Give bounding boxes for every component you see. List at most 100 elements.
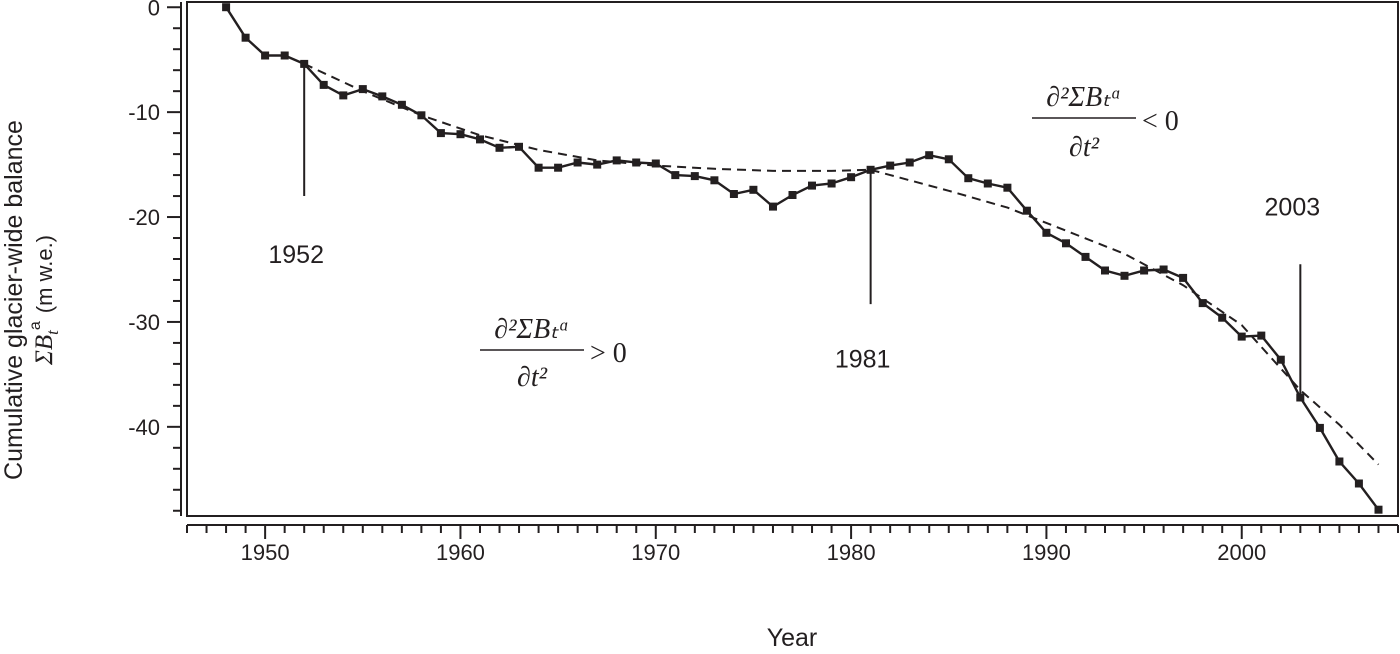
data-point bbox=[593, 160, 602, 169]
equation-concave-relation: < 0 bbox=[1142, 106, 1179, 137]
annotation-label-1981: 1981 bbox=[835, 346, 891, 374]
data-point bbox=[241, 33, 250, 42]
equation-concave-denominator: ∂t² bbox=[1069, 132, 1100, 163]
dashed-fit-curves bbox=[303, 62, 1380, 466]
data-point bbox=[729, 190, 738, 198]
data-point bbox=[397, 100, 406, 109]
data-point bbox=[1101, 266, 1109, 275]
data-point bbox=[1003, 183, 1012, 192]
plot-frame bbox=[186, 1, 1399, 517]
data-point bbox=[788, 191, 797, 199]
x-axis-title: Year bbox=[767, 624, 818, 652]
equation-concave-numerator: ∂²ΣBₜᵅ bbox=[1046, 82, 1121, 113]
x-tick-label: 1990 bbox=[1022, 540, 1071, 565]
data-point bbox=[651, 159, 660, 168]
annotation-label-1952: 1952 bbox=[268, 241, 324, 269]
y-axis-superscript: a bbox=[27, 321, 44, 330]
data-point bbox=[319, 80, 328, 89]
y-axis-unit: (m w.e.) bbox=[32, 235, 57, 313]
equation-convex-denominator: ∂t² bbox=[517, 362, 548, 393]
tick-marks bbox=[167, 2, 1399, 539]
data-point bbox=[554, 163, 563, 172]
data-point bbox=[1022, 206, 1031, 215]
data-point bbox=[476, 135, 484, 144]
data-point bbox=[1159, 265, 1168, 274]
data-point bbox=[1276, 355, 1285, 364]
annotation-lines bbox=[303, 63, 1302, 398]
data-point bbox=[847, 173, 856, 182]
annotation-labels: 1952 1981 2003 bbox=[268, 194, 1320, 374]
x-tick-label: 1960 bbox=[436, 540, 485, 565]
data-point bbox=[866, 165, 875, 174]
data-point bbox=[710, 176, 719, 185]
data-point bbox=[886, 161, 895, 170]
x-tick-label: 1980 bbox=[827, 540, 876, 565]
data-point bbox=[905, 158, 914, 167]
x-tick-label: 1970 bbox=[631, 540, 680, 565]
y-tick-label: -40 bbox=[128, 415, 160, 440]
data-point bbox=[436, 129, 445, 138]
data-point bbox=[925, 151, 934, 160]
y-tick-label: -30 bbox=[128, 310, 160, 335]
data-point bbox=[261, 51, 270, 60]
data-point bbox=[690, 172, 699, 181]
x-tick-label: 2000 bbox=[1217, 540, 1266, 565]
y-axis-symbol: ΣB bbox=[31, 335, 58, 366]
data-point bbox=[671, 171, 680, 180]
data-point bbox=[515, 142, 523, 151]
data-point bbox=[749, 185, 758, 194]
data-point bbox=[632, 158, 641, 167]
equation-concave: ∂²ΣBₜᵅ ∂t² < 0 bbox=[1032, 82, 1179, 163]
y-tick-label: -20 bbox=[128, 205, 160, 230]
data-point bbox=[417, 111, 426, 120]
data-point bbox=[1374, 505, 1383, 514]
data-point bbox=[944, 155, 953, 164]
y-axis-title-symbol: ΣBta (m w.e.) bbox=[27, 235, 62, 366]
dashed-fit-early bbox=[303, 62, 871, 172]
data-point bbox=[495, 143, 504, 152]
data-point bbox=[983, 179, 992, 188]
data-point bbox=[1354, 479, 1363, 488]
balance-line bbox=[225, 6, 1380, 511]
data-point bbox=[1237, 332, 1246, 341]
annotation-label-2003: 2003 bbox=[1265, 194, 1321, 222]
tick-labels: 1950 1960 1970 1980 1990 2000 0 -10 -20 -30 -40 bbox=[128, 0, 1266, 565]
data-point bbox=[827, 179, 836, 188]
data-point bbox=[378, 92, 387, 101]
data-point bbox=[573, 158, 582, 167]
equation-convex-relation: > 0 bbox=[590, 338, 627, 369]
data-point bbox=[1257, 331, 1266, 340]
data-point bbox=[222, 3, 231, 12]
equation-convex: ∂²ΣBₜᵅ ∂t² > 0 bbox=[480, 314, 627, 393]
data-point bbox=[964, 174, 973, 183]
y-axis-title-line1: Cumulative glacier-wide balance bbox=[0, 120, 28, 480]
data-point bbox=[534, 163, 543, 172]
data-point bbox=[1296, 393, 1305, 402]
data-point bbox=[339, 91, 348, 100]
y-axis-title: Cumulative glacier-wide balance bbox=[0, 120, 28, 480]
y-axis-subscript: t bbox=[43, 329, 62, 335]
data-point bbox=[1335, 457, 1344, 466]
data-point bbox=[358, 85, 367, 94]
y-tick-label: -10 bbox=[128, 100, 160, 125]
data-point bbox=[1179, 273, 1188, 282]
data-point bbox=[1140, 266, 1149, 275]
data-point bbox=[808, 181, 816, 190]
data-point bbox=[1062, 239, 1070, 248]
x-tick-label: 1950 bbox=[241, 540, 290, 565]
equation-convex-numerator: ∂²ΣBₜᵅ bbox=[494, 314, 569, 345]
data-point bbox=[456, 130, 465, 139]
data-point bbox=[1218, 313, 1227, 322]
data-point bbox=[280, 51, 289, 60]
y-tick-label: 0 bbox=[148, 0, 160, 20]
data-point bbox=[1042, 228, 1051, 237]
data-point bbox=[612, 156, 621, 165]
data-point bbox=[769, 202, 777, 211]
data-point bbox=[300, 59, 309, 68]
svg-text:ΣBta(m w.e.): ΣBta (m w.e.) bbox=[27, 235, 62, 366]
data-point bbox=[1198, 299, 1207, 308]
balance-series bbox=[222, 3, 1383, 514]
data-point bbox=[1081, 252, 1090, 261]
data-point bbox=[1120, 271, 1129, 280]
